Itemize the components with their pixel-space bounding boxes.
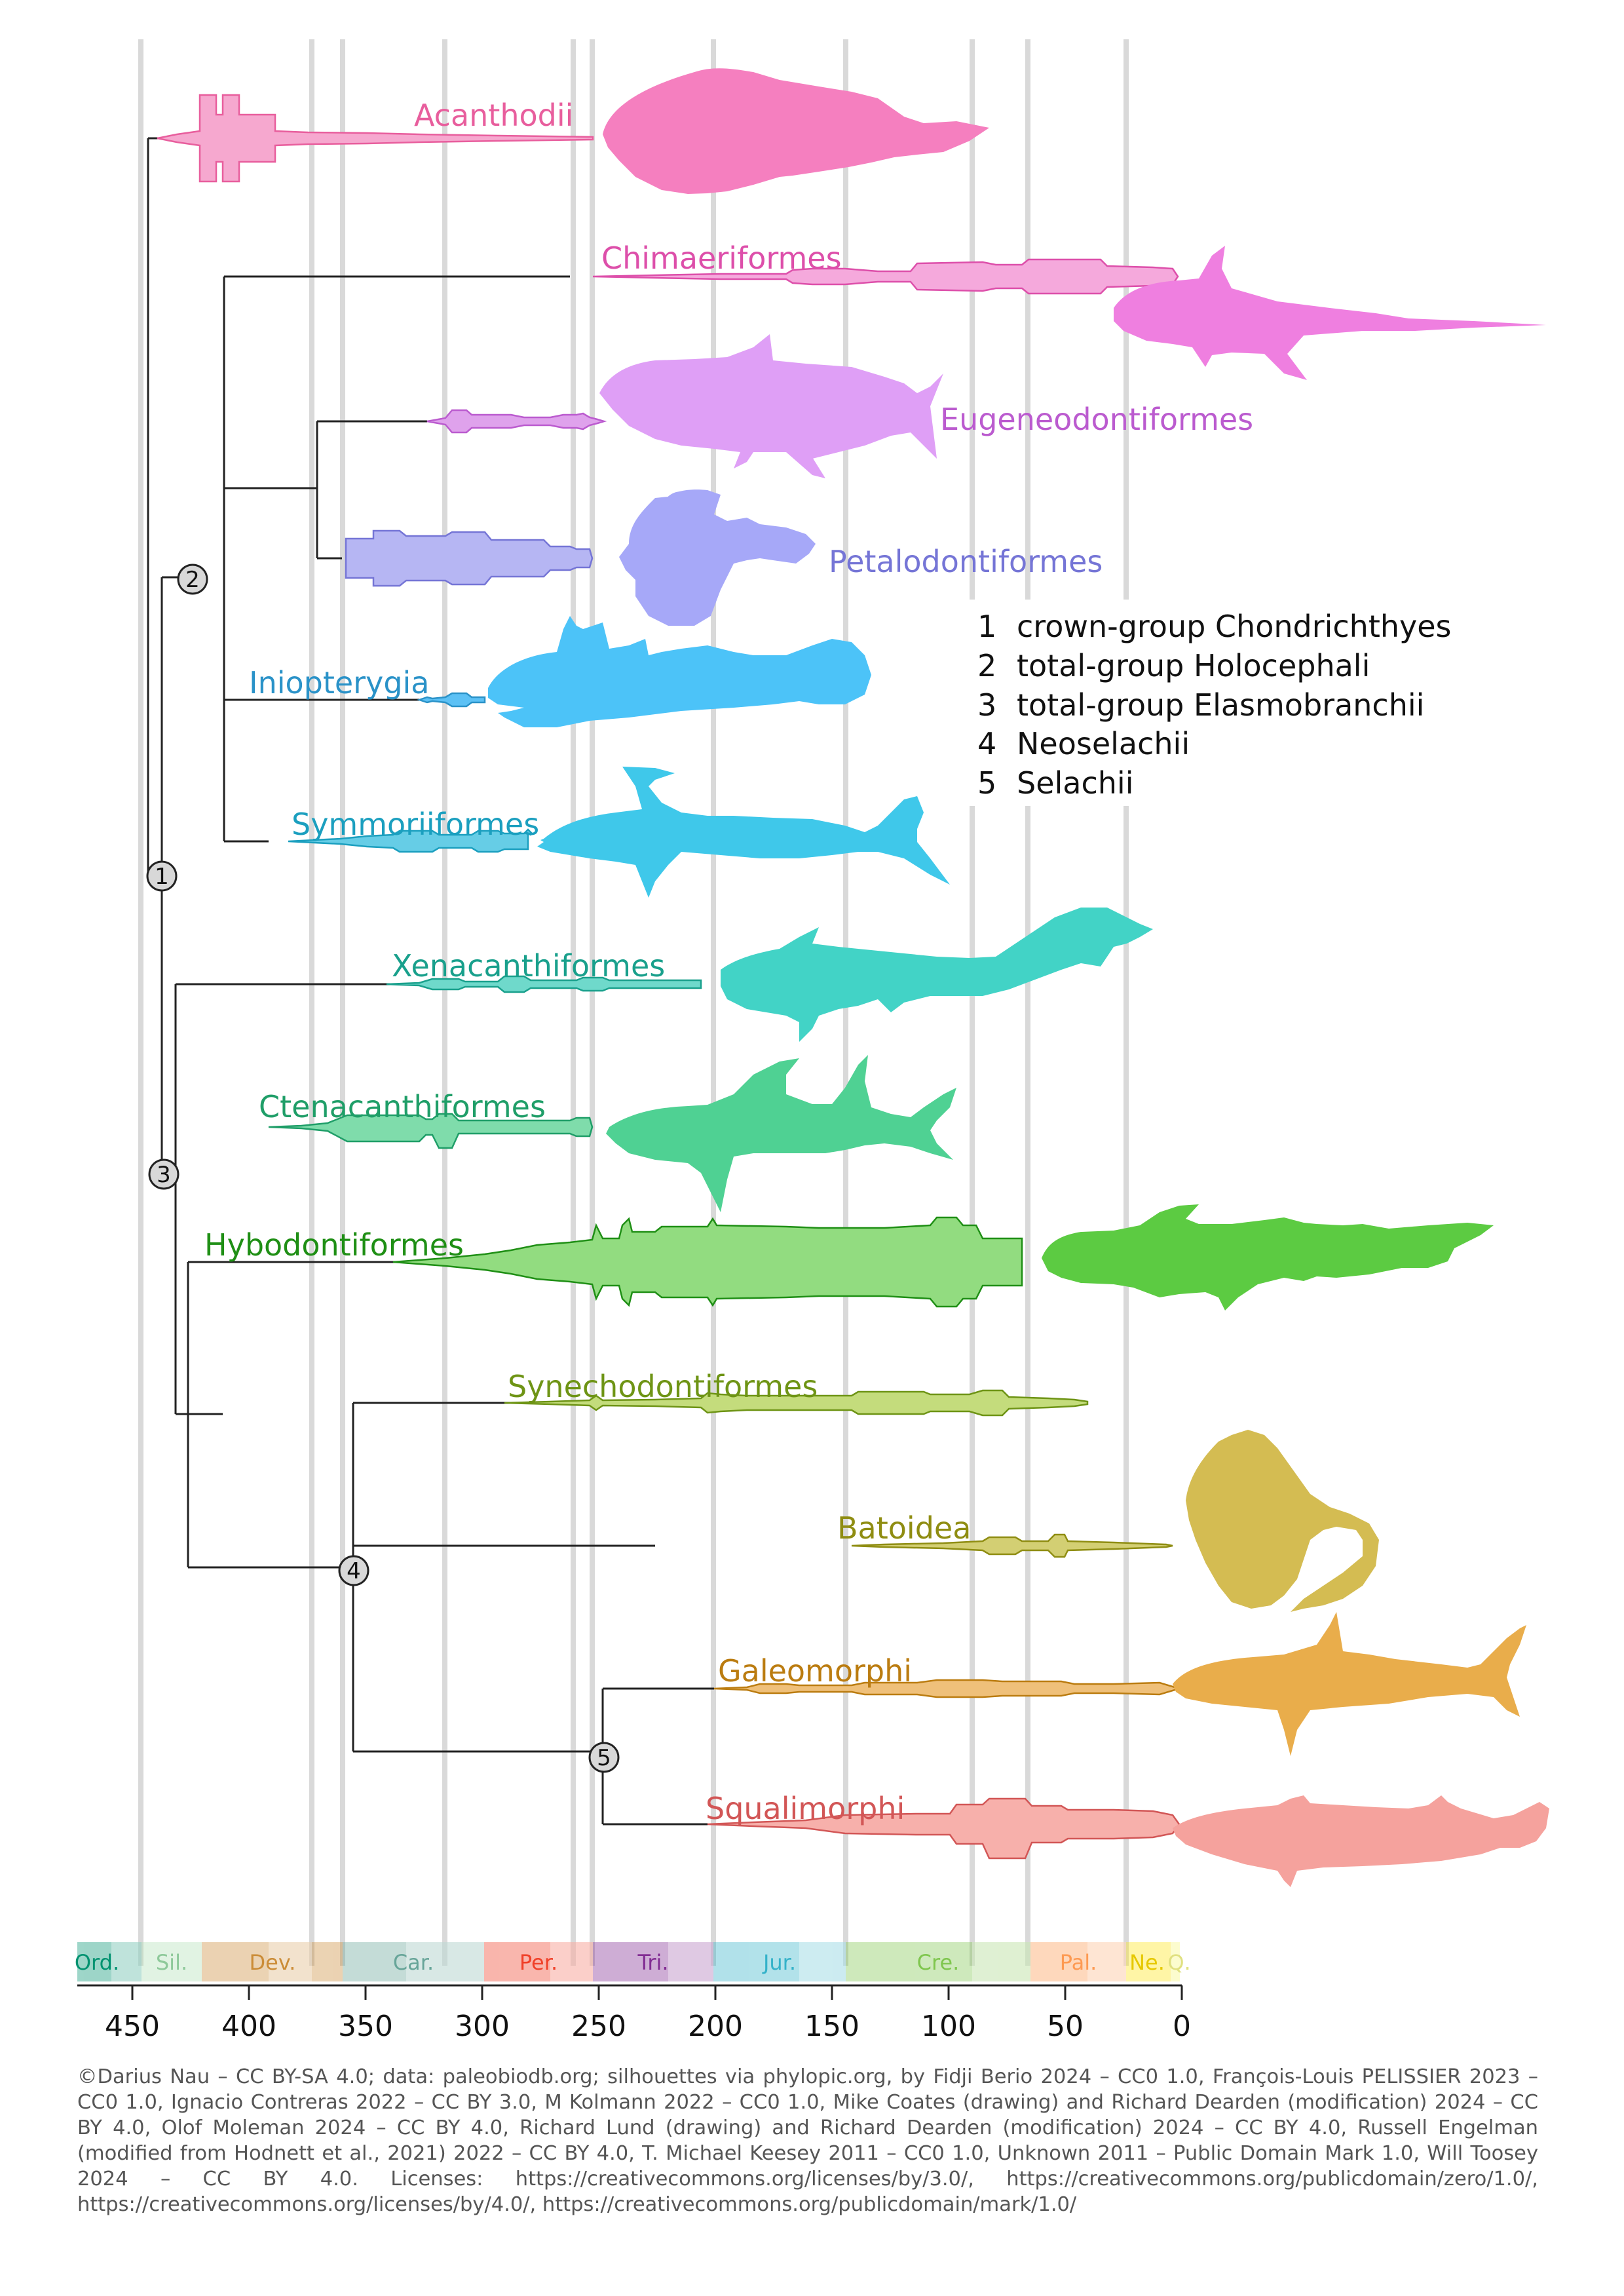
period-ne: Ne. (1129, 1950, 1165, 1975)
legend-text-3: total-group Elasmobranchii (1017, 687, 1424, 723)
period-per: Per. (519, 1950, 557, 1975)
legend-text-1: crown-group Chondrichthyes (1017, 609, 1452, 644)
tick-150: 150 (804, 2010, 859, 2043)
spindle-hybodontiformes (392, 1216, 1023, 1308)
range-spindles (157, 94, 1182, 1860)
node-3: 3 (148, 1158, 179, 1190)
period-labels: Ord. Sil. Dev. Car. Per. Tri. Jur. Cre. … (75, 1950, 1191, 1975)
spindle-symmoriiformes (288, 828, 533, 853)
spindle-chimaeriformes (592, 258, 1179, 295)
spindle-xenacanthiformes (386, 975, 702, 993)
label-hybodontiformes: Hybodontiformes (204, 1227, 464, 1263)
label-batoidea: Batoidea (837, 1510, 971, 1546)
legend-num-5: 5 (977, 765, 996, 801)
legend-text-2: total-group Holocephali (1017, 648, 1370, 683)
label-petalodontiformes: Petalodontiformes (829, 544, 1103, 579)
period-cre: Cre. (917, 1950, 960, 1975)
legend-text-5: Selachii (1017, 765, 1133, 801)
svg-text:5: 5 (597, 1745, 611, 1771)
spindle-ctenacanthiformes (268, 1113, 594, 1149)
symmoriiformes-silhouette (537, 767, 950, 898)
label-eugeneodontiformes: Eugeneodontiformes (940, 402, 1253, 437)
eugeneodontiformes-silhouette (599, 334, 943, 478)
xenacanthiformes-silhouette (721, 908, 1153, 1042)
label-ctenacanthiformes: Ctenacanthiformes (259, 1089, 546, 1124)
svg-text:3: 3 (157, 1162, 171, 1188)
label-squalimorphi: Squalimorphi (706, 1791, 905, 1826)
legend-text-4: Neoselachii (1017, 726, 1190, 761)
period-car: Car. (393, 1950, 434, 1975)
ctenacanthiformes-silhouette (606, 1055, 956, 1212)
node-4: 4 (338, 1555, 369, 1586)
spindle-synechodontiformes (504, 1389, 1089, 1417)
period-sil: Sil. (156, 1950, 187, 1975)
legend-num-3: 3 (977, 687, 996, 723)
acanthodii-silhouette (603, 68, 989, 194)
label-chimaeriformes: Chimaeriformes (601, 240, 842, 276)
chimaeriformes-silhouette (1114, 246, 1546, 380)
credits-text: ©Darius Nau – CC BY-SA 4.0; data: paleob… (77, 2065, 1538, 2216)
boundary-lines (138, 39, 1129, 1966)
tick-0: 0 (1173, 2010, 1191, 2043)
period-jur: Jur. (762, 1950, 796, 1975)
clade-labels: Acanthodii Chimaeriformes Eugeneodontifo… (204, 98, 1253, 1826)
legend-num-2: 2 (977, 648, 996, 683)
svg-text:4: 4 (347, 1558, 361, 1584)
legend-num-4: 4 (977, 726, 996, 761)
label-iniopterygia: Iniopterygia (249, 665, 429, 700)
period-q: Q. (1167, 1950, 1190, 1975)
galeomorphi-silhouette (1173, 1612, 1526, 1756)
node-legend: 1 crown-group Chondrichthyes 2 total-gro… (970, 600, 1467, 806)
spindle-petalodontiformes (345, 529, 594, 587)
time-axis: 450 400 350 300 250 200 150 100 50 0 (77, 1984, 1191, 2043)
spindle-iniopterygia (417, 692, 486, 708)
period-dev: Dev. (250, 1950, 296, 1975)
spindle-acanthodii (157, 94, 594, 183)
legend-num-1: 1 (977, 609, 996, 644)
node-1: 1 (146, 860, 178, 892)
period-sub-shading (111, 1942, 1126, 1981)
time-scale: Ord. Sil. Dev. Car. Per. Tri. Jur. Cre. … (75, 1942, 1191, 2043)
svg-text:2: 2 (185, 567, 200, 593)
tick-300: 300 (455, 2010, 510, 2043)
tick-200: 200 (688, 2010, 743, 2043)
silhouettes (488, 68, 1549, 1887)
svg-text:1: 1 (155, 864, 169, 890)
label-xenacanthiformes: Xenacanthiformes (392, 948, 665, 984)
period-pal: Pal. (1060, 1950, 1097, 1975)
tick-450: 450 (105, 2010, 160, 2043)
period-tri: Tri. (637, 1950, 668, 1975)
hybodontiformes-silhouette (1042, 1204, 1494, 1311)
label-acanthodii: Acanthodii (414, 98, 573, 133)
period-ord: Ord. (75, 1950, 119, 1975)
label-galeomorphi: Galeomorphi (718, 1653, 912, 1689)
label-synechodontiformes: Synechodontiformes (508, 1369, 818, 1404)
batoidea-silhouette (1186, 1430, 1379, 1612)
node-markers: 1 2 3 4 5 (146, 564, 620, 1773)
spindle-eugeneodontiformes (426, 409, 607, 434)
label-symmoriiformes: Symmoriiformes (292, 807, 539, 842)
tick-100: 100 (921, 2010, 976, 2043)
node-5: 5 (588, 1742, 620, 1773)
node-2: 2 (177, 564, 208, 595)
spindle-batoidea (851, 1533, 1173, 1558)
tick-350: 350 (338, 2010, 393, 2043)
tick-400: 400 (221, 2010, 276, 2043)
petalodontiformes-silhouette (619, 489, 816, 626)
squalimorphi-silhouette (1173, 1795, 1549, 1887)
iniopterygia-silhouette (488, 616, 871, 727)
tick-250: 250 (571, 2010, 626, 2043)
tick-50: 50 (1047, 2010, 1084, 2043)
period-band (77, 1942, 1180, 1981)
